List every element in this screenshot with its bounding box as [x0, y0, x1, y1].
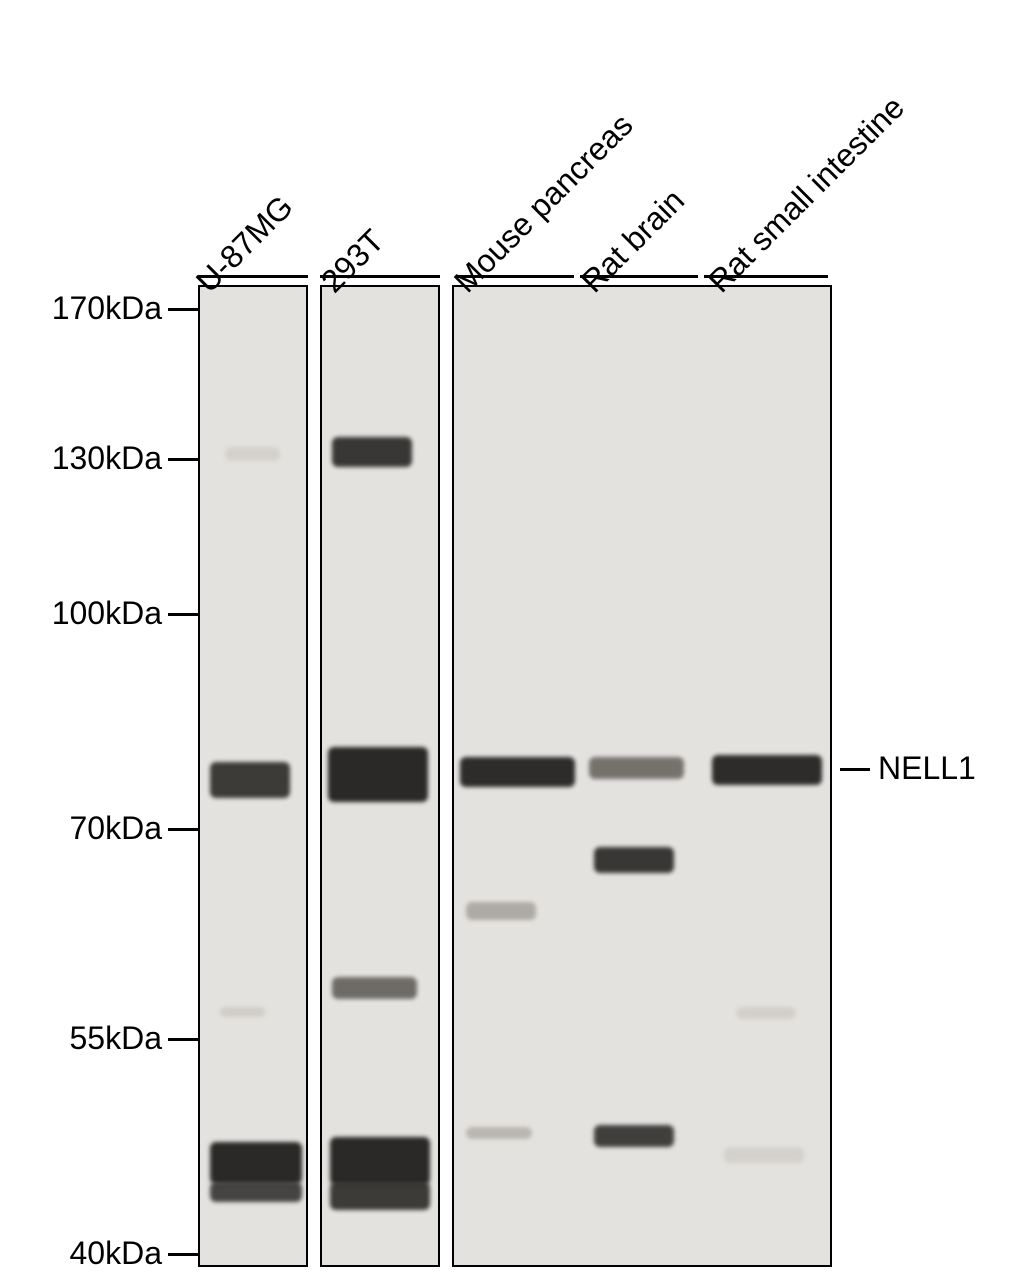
mw-label: 55kDa	[0, 1020, 162, 1057]
lane-label: Rat brain	[574, 182, 692, 300]
blot-panel	[320, 285, 440, 1267]
protein-band	[328, 747, 428, 802]
target-tick	[840, 768, 870, 771]
western-blot-figure: 170kDa130kDa100kDa70kDa55kDa40kDaU-87MG2…	[0, 0, 1013, 1280]
lane-label-text: Rat small intestine	[701, 89, 911, 299]
mw-label: 130kDa	[0, 440, 162, 477]
mw-tick	[168, 458, 198, 461]
protein-band	[594, 847, 674, 873]
mw-tick	[168, 1253, 198, 1256]
lane-label-text: Rat brain	[574, 182, 691, 299]
protein-band	[330, 1182, 430, 1210]
mw-label-text: 130kDa	[52, 440, 162, 476]
mw-label-text: 40kDa	[70, 1235, 163, 1271]
mw-tick	[168, 613, 198, 616]
mw-label-text: 55kDa	[70, 1020, 163, 1056]
blot-panel	[452, 285, 832, 1267]
lane-label: U-87MG	[189, 188, 301, 300]
mw-label: 170kDa	[0, 290, 162, 327]
mw-tick	[168, 1038, 198, 1041]
protein-band	[330, 1137, 430, 1185]
protein-band	[332, 977, 417, 999]
mw-tick	[168, 828, 198, 831]
protein-band	[220, 1007, 265, 1017]
protein-band	[210, 1182, 302, 1202]
protein-band	[466, 1127, 532, 1139]
target-protein-label: NELL1	[878, 750, 976, 787]
protein-band	[210, 762, 290, 798]
mw-label: 40kDa	[0, 1235, 162, 1272]
lane-label-text: U-87MG	[189, 188, 300, 299]
protein-band	[712, 755, 822, 785]
mw-label-text: 170kDa	[52, 290, 162, 326]
protein-band	[210, 1142, 302, 1184]
lane-label: Rat small intestine	[701, 89, 912, 300]
protein-band	[736, 1007, 796, 1019]
protein-band	[594, 1125, 674, 1147]
mw-label-text: 70kDa	[70, 810, 163, 846]
protein-band	[724, 1147, 804, 1163]
mw-tick	[168, 308, 198, 311]
mw-label: 70kDa	[0, 810, 162, 847]
target-label-text: NELL1	[878, 750, 976, 786]
protein-band	[332, 437, 412, 467]
mw-label: 100kDa	[0, 595, 162, 632]
protein-band	[589, 757, 684, 779]
protein-band	[225, 447, 280, 461]
mw-label-text: 100kDa	[52, 595, 162, 631]
blot-panel	[198, 285, 308, 1267]
protein-band	[466, 902, 536, 920]
protein-band	[460, 757, 575, 787]
